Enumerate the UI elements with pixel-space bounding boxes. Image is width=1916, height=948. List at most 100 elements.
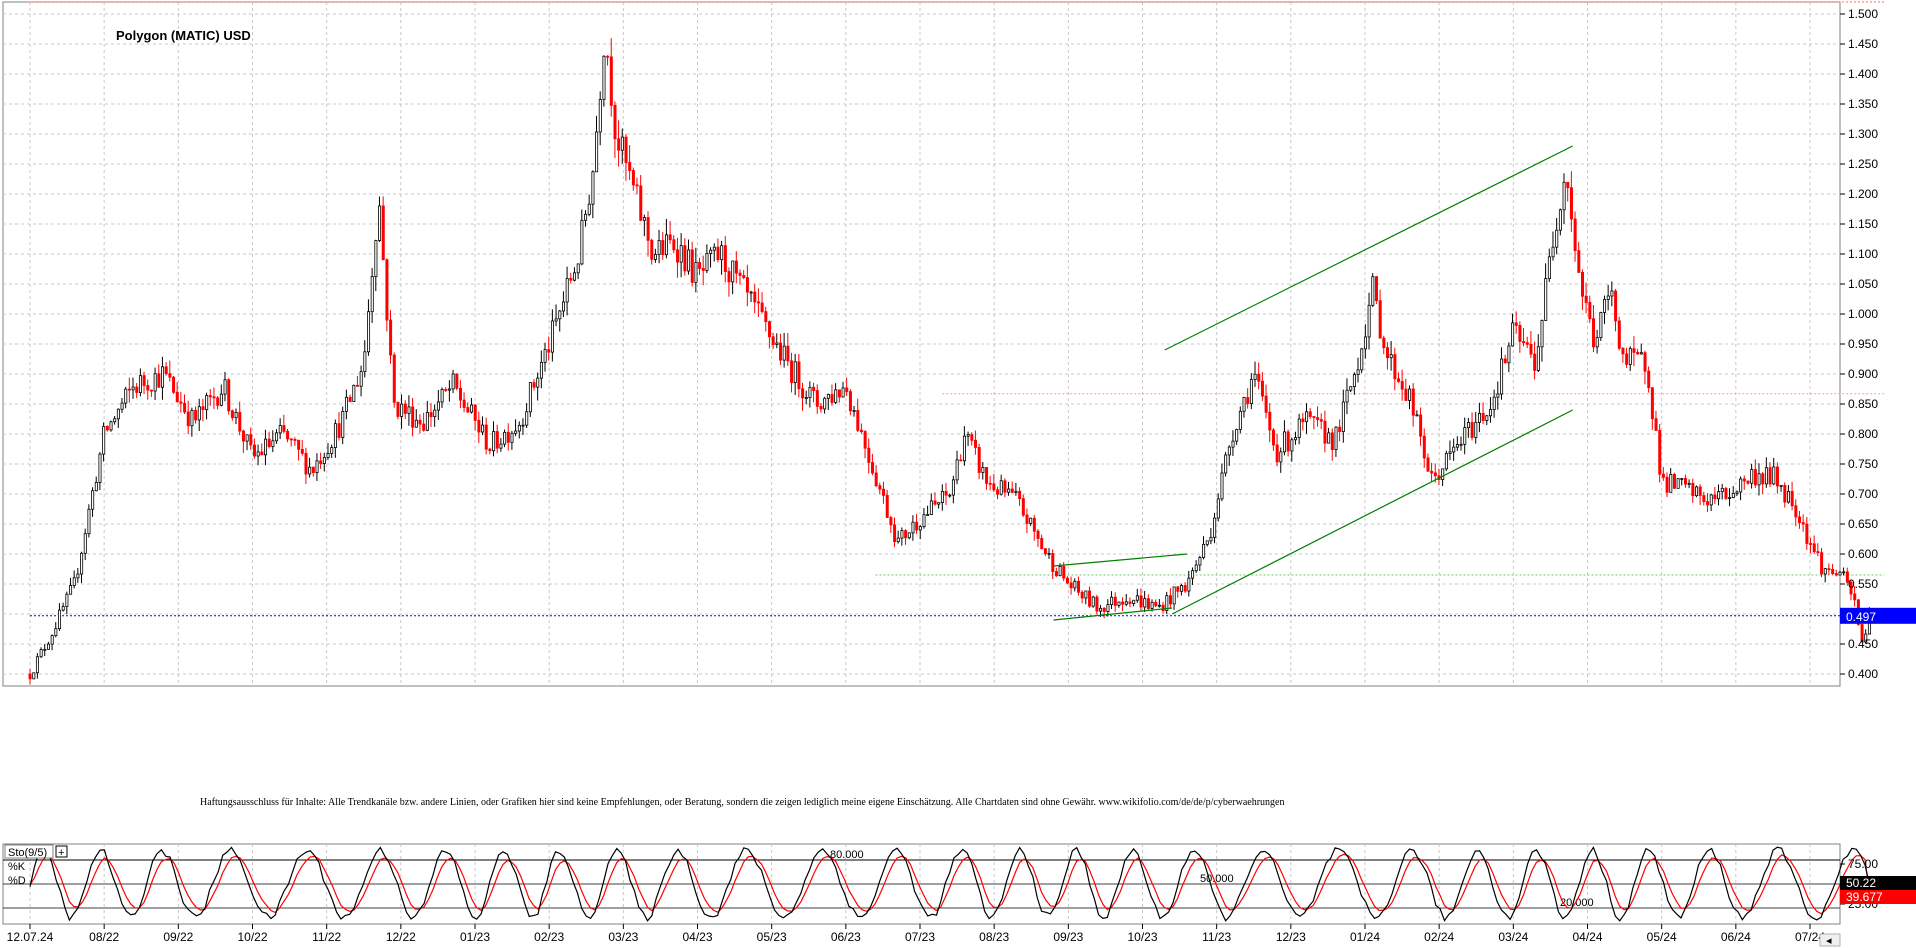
candle-body [252,444,256,457]
candle-body [135,386,139,393]
candle-body [1157,604,1161,607]
y-tick-label: 0.450 [1848,637,1878,651]
candle-body [1319,419,1323,422]
candle-body [1430,470,1434,474]
candle-body [1191,570,1195,579]
candle-body [1757,473,1761,486]
candle-body [411,406,415,428]
x-axis-ticks: 12.07.24 08/22 09/22 10/22 11/22 12/22 01/23 02… [7,924,1825,944]
candle-body [661,240,665,256]
candle-body [1047,553,1051,555]
candle-body [168,373,172,378]
trend-line[interactable] [1053,607,1173,621]
candle-body [440,389,444,403]
candle-body [1573,218,1577,251]
candle-body [230,410,234,419]
candle-body [179,401,183,404]
candle-body [1720,487,1724,493]
candle-body [1768,467,1772,485]
candle-body [683,245,687,272]
y-tick-label: 0.600 [1848,547,1878,561]
candle-body [573,272,577,281]
candle-body [587,203,591,215]
expand-icon[interactable] [55,845,68,858]
candle-body [1853,593,1857,601]
candle-body [609,56,613,106]
candle-body [1165,595,1169,611]
candle-body [867,447,871,463]
candle-body [444,389,448,391]
candle-body [392,354,396,403]
candle-body [76,573,80,579]
candle-body [186,411,190,427]
trend-line[interactable] [1164,145,1573,351]
candle-body [617,138,621,151]
candle-body [1378,300,1382,339]
candle-body [1238,410,1242,430]
y-tick-label: 0.950 [1848,337,1878,351]
candle-body [922,514,926,528]
candle-body [1717,491,1721,500]
candle-body [539,361,543,379]
y-tick-label: 1.000 [1848,307,1878,321]
candle-body [893,524,897,543]
candle-body [197,406,201,421]
candle-body [937,502,941,505]
candle-body [87,508,91,535]
candle-body [1459,443,1463,446]
candle-body [1790,491,1794,507]
candle-body [1584,295,1588,303]
candle-body [407,406,411,414]
candle-body [80,552,84,575]
candle-body [1242,397,1246,412]
candle-body [223,379,227,395]
candle-body [216,397,220,406]
candle-body [1599,312,1603,339]
candle-body [50,635,54,645]
candle-body [1654,418,1658,431]
candle-body [149,389,153,392]
candle-body [1628,348,1632,365]
scroll-left-button[interactable] [1819,933,1841,947]
candle-body [771,336,775,345]
stochastic-panel: 80.000 50.000 20.000 Sto(9/5) + %K %D 75.0… [2,843,1916,925]
candle-body [1341,401,1345,432]
candle-body [1706,501,1710,506]
candle-body [940,490,944,504]
trend-line[interactable] [1171,409,1573,615]
k-value: 50.22 [1846,876,1876,890]
x-tick-label: 08/23 [979,930,1009,944]
trend-lines [1053,145,1573,621]
candle-body [116,408,120,420]
candle-body [1772,466,1776,485]
x-scrollbar[interactable]: ◂ [1819,933,1841,947]
candle-body [447,388,451,391]
y-tick-label: 1.500 [1848,7,1878,21]
candle-body [61,606,65,611]
candle-body [863,431,867,449]
candle-body [742,275,746,279]
candle-body [1595,337,1599,348]
candle-body [1051,553,1055,572]
candle-body [1558,209,1562,231]
candle-body [429,412,433,418]
trend-line[interactable] [1053,553,1188,567]
candle-body [918,526,922,531]
candle-body [94,482,98,492]
candle-body [1386,347,1390,359]
candle-body [1812,543,1816,552]
candle-body [1286,431,1290,452]
candle-body [837,389,841,398]
candle-body [451,373,455,390]
legend-k: %K [8,861,26,873]
x-tick-label: 03/24 [1498,930,1528,944]
candle-body [1610,290,1614,297]
candle-body [1062,566,1066,579]
candle-body [1739,478,1743,493]
candle-body [525,411,529,426]
candle-body [396,401,400,417]
candle-body [1327,432,1331,444]
candle-body [1260,380,1264,397]
candle-body [1305,411,1309,423]
candle-body [359,371,363,387]
